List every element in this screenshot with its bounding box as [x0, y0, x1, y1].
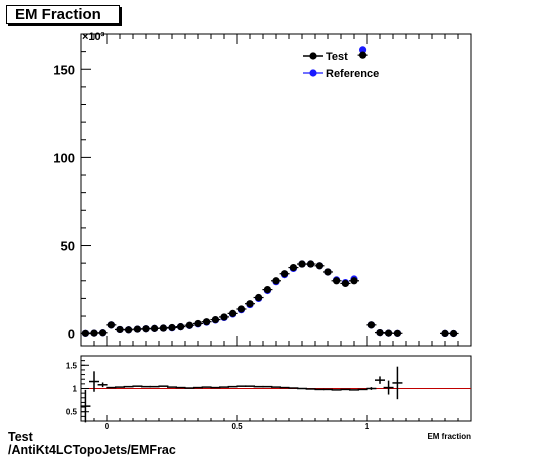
test-point — [124, 326, 133, 334]
y-tick-label: 50 — [61, 239, 75, 254]
test-point — [306, 260, 315, 268]
test-point — [272, 277, 280, 285]
x-axis-label: EM fraction — [427, 432, 471, 441]
plot-title: EM Fraction — [6, 5, 120, 24]
test-point — [185, 321, 194, 329]
test-point — [341, 279, 350, 288]
test-point — [168, 323, 176, 332]
legend-test-label: Test — [326, 51, 348, 63]
legend-test-marker — [309, 52, 317, 60]
ratio-y-tick-label: 0.5 — [66, 408, 78, 417]
test-point — [81, 329, 90, 337]
test-point — [228, 309, 237, 317]
test-point — [449, 329, 458, 338]
test-point — [280, 270, 289, 278]
main-plot-frame — [80, 33, 472, 347]
test-point — [332, 277, 341, 285]
test-point — [263, 285, 272, 294]
y-tick-label: 100 — [53, 150, 75, 165]
footer-line-2: /AntiKt4LCTopoJets/EMFrac — [8, 443, 176, 457]
legend-reference-label: Reference — [326, 68, 379, 80]
test-point — [194, 319, 202, 328]
y-tick-label: 0 — [68, 327, 75, 342]
y-multiplier-label: ×10³ — [82, 31, 105, 43]
test-point — [298, 260, 306, 268]
test-point — [441, 329, 449, 337]
main-plot: 0 50 100 150 ×10³ — [53, 31, 459, 346]
test-point — [107, 321, 115, 329]
test-point — [176, 323, 185, 331]
test-point — [237, 305, 246, 313]
test-point — [90, 329, 98, 337]
test-point — [133, 325, 142, 333]
test-point — [159, 324, 168, 332]
test-point — [116, 325, 124, 334]
legend-reference-marker — [309, 69, 317, 77]
footer: Test /AntiKt4LCTopoJets/EMFrac — [8, 431, 176, 457]
test-point — [202, 318, 211, 326]
test-point — [142, 325, 150, 333]
ratio-x-tick-label: 1 — [365, 422, 370, 431]
test-point — [246, 300, 254, 308]
test-point — [350, 277, 358, 285]
test-point — [384, 329, 393, 337]
test-point — [324, 268, 332, 276]
test-point — [211, 315, 220, 324]
ratio-y-tick-label: 1.5 — [66, 361, 78, 370]
test-point — [220, 313, 228, 321]
test-point — [376, 329, 384, 337]
y-tick-label: 150 — [53, 62, 75, 77]
test-point — [289, 263, 298, 272]
test-point — [367, 321, 376, 329]
test-point — [150, 324, 159, 332]
legend: Test Reference — [303, 51, 379, 80]
test-point — [358, 51, 367, 59]
test-point — [98, 329, 107, 337]
ratio-plot: 0.5 1 1.5 0 0.5 1 EM fraction — [66, 360, 471, 441]
ratio-x-tick-label: 0 — [105, 422, 110, 431]
test-point — [315, 262, 324, 270]
test-point — [254, 293, 263, 302]
test-point — [393, 329, 402, 337]
ratio-x-tick-label: 0.5 — [231, 422, 243, 431]
footer-line-1: Test — [8, 430, 33, 444]
reference-point — [358, 46, 367, 54]
ratio-y-tick-label: 1 — [73, 385, 78, 394]
